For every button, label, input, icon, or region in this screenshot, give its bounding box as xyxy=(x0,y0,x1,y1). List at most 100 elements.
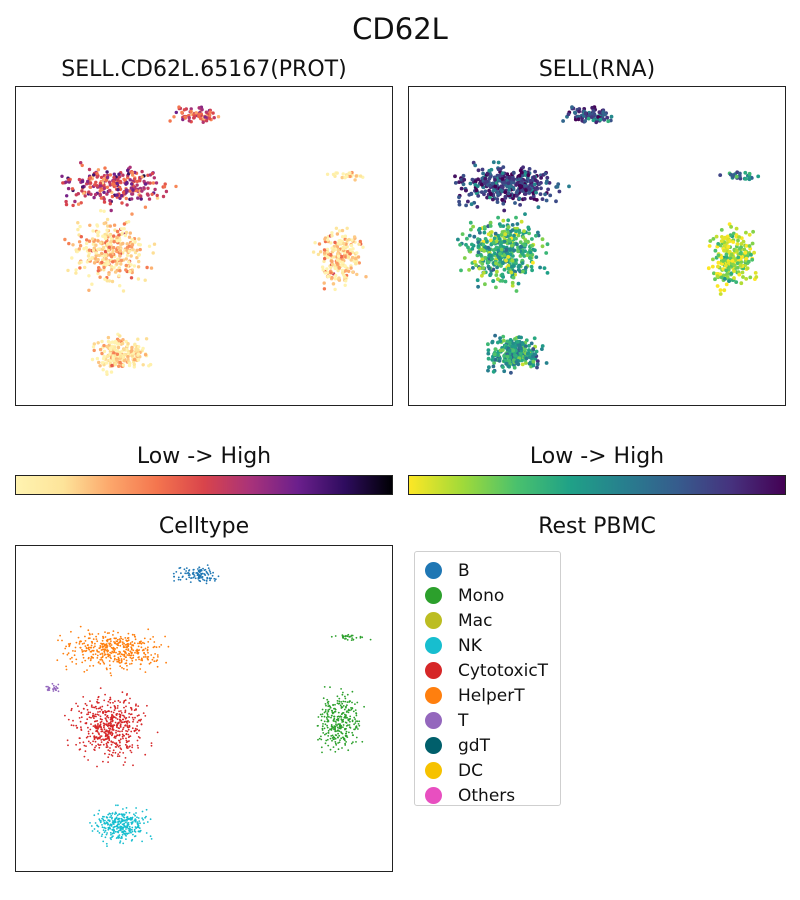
cell-point xyxy=(118,249,123,253)
cell-point xyxy=(498,252,502,256)
cell-point xyxy=(142,818,144,821)
cell-point xyxy=(747,232,752,237)
cell-point xyxy=(326,724,328,727)
cell-point xyxy=(128,818,131,820)
cell-point xyxy=(354,709,357,711)
cell-point xyxy=(363,705,365,708)
cell-point xyxy=(97,230,101,234)
cell-point xyxy=(122,222,127,226)
cell-point xyxy=(84,640,87,642)
cell-point xyxy=(523,249,527,254)
cell-point xyxy=(337,732,339,735)
cell-point xyxy=(101,234,105,238)
cell-point xyxy=(66,653,69,656)
cell-point xyxy=(121,338,125,342)
cell-point xyxy=(341,634,344,637)
cell-point xyxy=(136,725,138,727)
cell-point xyxy=(121,833,124,836)
cell-point xyxy=(90,644,93,647)
cell-point xyxy=(490,181,495,186)
cell-point xyxy=(100,642,102,645)
cell-point xyxy=(138,820,141,822)
cell-point xyxy=(101,730,104,733)
cell-point xyxy=(95,638,98,640)
cell-point xyxy=(324,710,327,713)
cell-point xyxy=(512,177,516,182)
cell-point xyxy=(209,570,212,573)
cell-point xyxy=(124,263,129,268)
cell-point xyxy=(208,577,211,580)
cell-point xyxy=(133,709,136,712)
cluster-nk xyxy=(486,333,549,375)
cell-point xyxy=(361,740,364,743)
cell-point xyxy=(102,637,105,639)
cell-point xyxy=(112,701,114,704)
cell-point xyxy=(118,334,122,338)
cell-point xyxy=(323,271,327,275)
cell-point xyxy=(85,647,88,650)
cell-point xyxy=(495,265,499,270)
cell-point xyxy=(525,177,530,181)
cell-point xyxy=(100,735,103,737)
cell-point xyxy=(96,233,100,238)
cell-point xyxy=(106,720,108,723)
cell-point xyxy=(91,248,96,253)
cell-point xyxy=(728,256,733,261)
cell-point xyxy=(487,365,491,370)
cell-point xyxy=(116,640,119,643)
cell-point xyxy=(109,831,112,834)
cell-point xyxy=(131,816,134,819)
cell-point xyxy=(754,275,759,279)
cell-point xyxy=(103,728,106,731)
cell-point xyxy=(330,724,333,726)
cell-point xyxy=(329,241,333,245)
cell-point xyxy=(56,687,58,689)
cell-point xyxy=(125,733,128,736)
cell-point xyxy=(122,842,125,845)
cell-point xyxy=(727,249,732,254)
cell-point xyxy=(123,233,128,238)
cell-point xyxy=(127,823,130,826)
cell-point xyxy=(183,116,187,120)
cell-point xyxy=(104,819,106,822)
cell-point xyxy=(344,635,347,638)
cell-point xyxy=(76,726,79,729)
cell-point xyxy=(106,746,109,748)
cell-point xyxy=(87,288,91,292)
cell-point xyxy=(96,738,99,740)
cell-point xyxy=(343,275,347,279)
cell-point xyxy=(60,174,64,178)
panel-title-rna: SELL(RNA) xyxy=(538,57,656,82)
cell-point xyxy=(91,649,94,652)
cell-point xyxy=(316,725,319,727)
cell-point xyxy=(125,811,128,814)
cell-point xyxy=(128,189,132,193)
cell-point xyxy=(122,728,124,731)
cell-point xyxy=(80,189,84,193)
cell-point xyxy=(99,744,102,746)
cell-point xyxy=(104,636,107,638)
cell-point xyxy=(112,826,115,829)
cell-point xyxy=(320,719,323,722)
cell-point xyxy=(110,194,115,199)
cell-point xyxy=(96,168,101,172)
cell-point xyxy=(94,713,97,716)
cell-point xyxy=(92,725,95,727)
cell-point xyxy=(331,739,333,742)
cell-point xyxy=(152,656,155,659)
cell-point xyxy=(87,740,90,743)
cell-point xyxy=(134,638,137,641)
legend-item-cytotoxict: CytotoxicT xyxy=(425,658,550,683)
cell-point xyxy=(92,195,96,200)
cell-point xyxy=(99,736,102,739)
cell-point xyxy=(98,275,102,279)
cell-point xyxy=(116,644,119,646)
cell-point xyxy=(346,635,349,638)
cell-point xyxy=(112,245,116,250)
cell-point xyxy=(123,706,125,709)
cell-point xyxy=(566,112,571,117)
cell-point xyxy=(715,284,720,288)
cell-point xyxy=(105,192,109,196)
cell-point xyxy=(477,228,481,232)
cell-point xyxy=(209,572,212,575)
